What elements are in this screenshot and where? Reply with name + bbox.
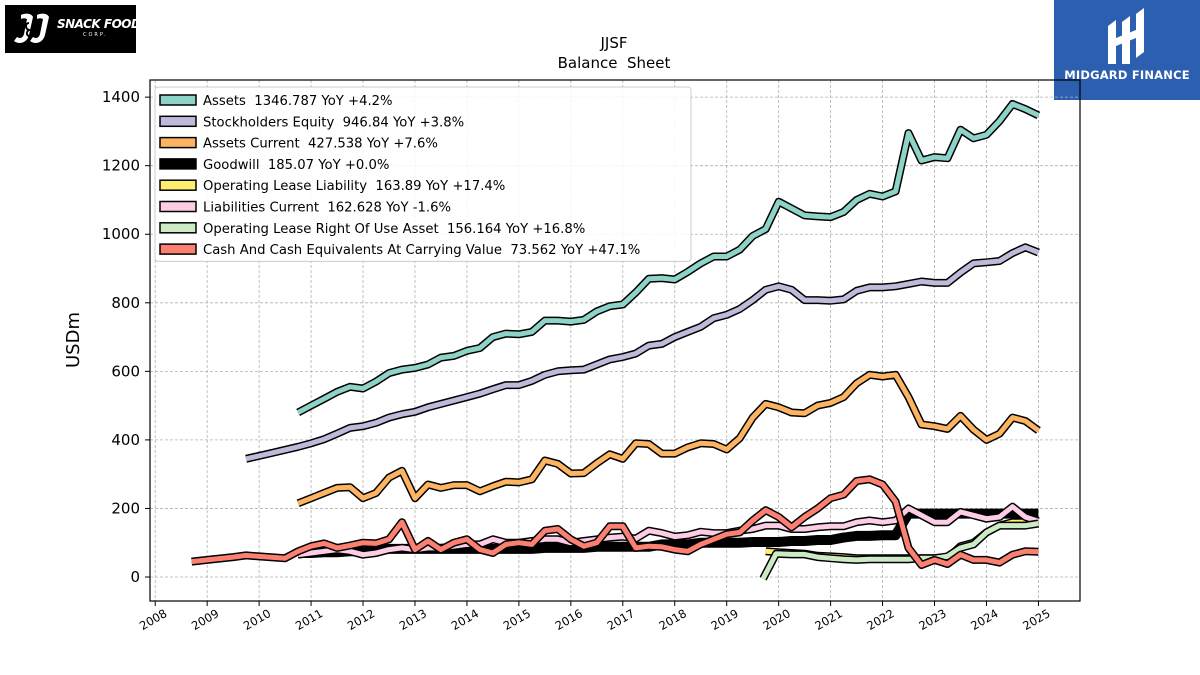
legend-entry: Goodwill 185.07 YoY +0.0% (203, 158, 389, 173)
jj-logo-mark-icon (14, 13, 49, 44)
y-tick-label: 400 (111, 431, 140, 449)
x-tick-label: 2019 (709, 606, 741, 633)
x-tick-label: 2012 (345, 606, 377, 633)
left-logo-subtext: CORP. (83, 32, 108, 38)
legend-entry: Cash And Cash Equivalents At Carrying Va… (203, 243, 640, 258)
legend-swatch (159, 222, 197, 234)
legend-swatch (159, 243, 197, 255)
jj-snack-foods-logo: SNACK FOODS CORP. (5, 5, 136, 53)
legend-swatch (159, 115, 197, 128)
x-tick-label: 2008 (137, 606, 169, 633)
x-tick-label: 2016 (553, 606, 585, 633)
midgard-logo-icon (1108, 8, 1144, 64)
x-tick-label: 2015 (501, 606, 533, 633)
x-tick-label: 2018 (657, 606, 689, 633)
legend-swatch (159, 158, 197, 170)
legend-swatch (159, 94, 197, 106)
chart-subtitle: Balance Sheet (558, 54, 671, 72)
legend-entry: Operating Lease Right Of Use Asset 156.1… (203, 222, 585, 237)
x-tick-label: 2013 (397, 606, 429, 633)
series-line-7 (191, 476, 1039, 568)
legend-swatch (159, 179, 197, 191)
x-tick-label: 2022 (864, 606, 896, 633)
legend-swatch (159, 200, 197, 213)
y-tick-label: 1400 (102, 88, 140, 106)
legend-entry: Assets 1346.787 YoY +4.2% (203, 94, 393, 109)
midgard-finance-logo: MIDGARD FINANCE (1054, 0, 1200, 100)
plot-frame (149, 79, 1081, 602)
x-tick-label: 2014 (449, 606, 481, 633)
legend-box (154, 86, 692, 262)
chart-title: JJSF (600, 34, 628, 52)
series-line-0 (296, 101, 1040, 415)
right-logo-label: MIDGARD FINANCE (1064, 68, 1190, 82)
x-tick-label: 2010 (241, 606, 273, 633)
x-tick-label: 2020 (760, 606, 792, 633)
legend-entry: Stockholders Equity 946.84 YoY +3.8% (203, 115, 464, 130)
legend-entry: Operating Lease Liability 163.89 YoY +17… (203, 179, 505, 194)
series-line-1 (245, 244, 1040, 462)
y-tick-label: 1200 (102, 157, 140, 175)
x-tick-label: 2017 (605, 606, 637, 633)
series-line-6 (760, 521, 1039, 580)
left-logo-text: SNACK FOODS (57, 17, 136, 31)
x-tick-label: 2023 (916, 606, 948, 633)
y-tick-label: 200 (111, 499, 140, 517)
legend-swatch (159, 136, 197, 149)
y-axis-label: USDm (63, 312, 84, 368)
x-tick-label: 2021 (812, 606, 844, 633)
y-tick-label: 600 (111, 362, 140, 380)
y-tick-label: 800 (111, 294, 140, 312)
x-tick-label: 2011 (293, 606, 325, 633)
legend-entry: Assets Current 427.538 YoY +7.6% (203, 137, 438, 152)
legend-entry: Liabilities Current 162.628 YoY -1.6% (203, 201, 451, 216)
legend: Assets 1346.787 YoY +4.2% Stockholders Eq… (154, 86, 692, 262)
series-lines (191, 100, 1041, 581)
x-tick-label: 2024 (968, 606, 1000, 633)
series-line-2 (297, 372, 1040, 506)
x-tick-label: 2009 (189, 606, 221, 633)
y-tick-label: 1000 (102, 225, 140, 243)
y-tick-label: 0 (130, 568, 140, 586)
x-tick-label: 2025 (1020, 606, 1052, 633)
